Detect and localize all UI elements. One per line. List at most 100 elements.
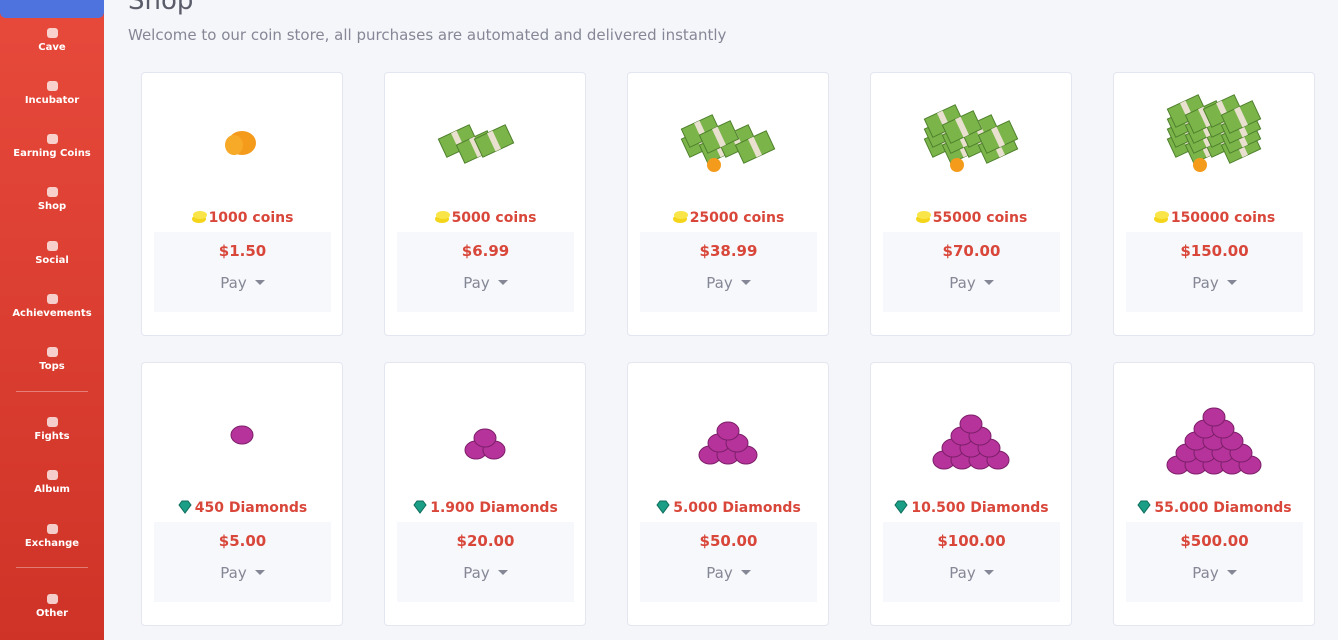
product-price: $1.50: [218, 242, 267, 260]
product-price: $20.00: [456, 532, 515, 550]
product-name: 55.000 Diamonds: [1114, 500, 1314, 516]
product-name: 25000 coins: [628, 210, 828, 226]
nav-icon: [46, 134, 58, 144]
nav-item[interactable]: Shop: [0, 187, 104, 212]
product-card: 25000 coins $38.99 Pay: [627, 72, 829, 336]
nav-item[interactable]: Earning Coins: [0, 134, 104, 159]
product-price: $150.00: [1180, 242, 1249, 260]
nav-label: Achievements: [12, 308, 92, 319]
product-image: [1166, 94, 1262, 172]
diamond-icon: [656, 500, 670, 514]
coin-icon: [434, 211, 450, 223]
admin-button[interactable]: Admin Panel: [0, 0, 104, 18]
product-image: [698, 421, 758, 465]
product-name-text: 450 Diamonds: [194, 500, 308, 516]
price-box: $100.00 Pay: [883, 522, 1060, 602]
nav-label: Album: [34, 484, 70, 495]
product-price: $100.00: [937, 532, 1006, 550]
pay-dropdown[interactable]: Pay: [883, 274, 1060, 292]
nav-item[interactable]: Fights: [0, 417, 104, 442]
product-name-text: 1.900 Diamonds: [430, 500, 558, 516]
pay-dropdown[interactable]: Pay: [883, 564, 1060, 582]
product-image: [464, 428, 506, 460]
coin-icon: [191, 211, 207, 223]
nav-item[interactable]: Incubator: [0, 81, 104, 106]
product-image: [230, 425, 254, 445]
product-image: [1166, 407, 1262, 475]
nav-item[interactable]: Other: [0, 594, 104, 619]
nav-label: Tops: [39, 361, 65, 372]
product-card: 150000 coins $150.00 Pay: [1113, 72, 1315, 336]
nav-icon: [46, 28, 58, 38]
nav-label: Social: [35, 255, 69, 266]
product-image: [923, 104, 1019, 172]
nav-item[interactable]: Album: [0, 470, 104, 495]
nav-item[interactable]: Exchange: [0, 524, 104, 549]
nav-item[interactable]: Achievements: [0, 294, 104, 319]
product-card: 55000 coins $70.00 Pay: [870, 72, 1072, 336]
pay-dropdown[interactable]: Pay: [154, 274, 331, 292]
pay-dropdown[interactable]: Pay: [640, 564, 817, 582]
product-card: 1000 coins $1.50 Pay: [141, 72, 343, 336]
product-price: $6.99: [461, 242, 510, 260]
product-card: 55.000 Diamonds $500.00 Pay: [1113, 362, 1315, 626]
coin-icon: [915, 211, 931, 223]
nav-icon: [46, 347, 58, 357]
product-card: 5000 coins $6.99 Pay: [384, 72, 586, 336]
nav-label: Incubator: [24, 95, 80, 106]
product-card: 450 Diamonds $5.00 Pay: [141, 362, 343, 626]
page-title: Shop: [128, 0, 194, 16]
product-name-text: 10.500 Diamonds: [911, 500, 1049, 516]
product-name: 1000 coins: [142, 210, 342, 226]
pay-dropdown[interactable]: Pay: [1126, 274, 1303, 292]
nav-item[interactable]: Cave: [0, 28, 104, 53]
price-box: $6.99 Pay: [397, 232, 574, 312]
product-price: $50.00: [699, 532, 758, 550]
nav-icon: [46, 470, 58, 480]
page-subtitle: Welcome to our coin store, all purchases…: [128, 26, 727, 44]
product-name-text: 5.000 Diamonds: [673, 500, 801, 516]
pay-dropdown[interactable]: Pay: [397, 564, 574, 582]
pay-dropdown[interactable]: Pay: [154, 564, 331, 582]
coin-icon: [672, 211, 688, 223]
product-image: [932, 414, 1010, 470]
pay-dropdown[interactable]: Pay: [397, 274, 574, 292]
product-name: 1.900 Diamonds: [385, 500, 585, 516]
divider: [16, 391, 88, 392]
product-name: 450 Diamonds: [142, 500, 342, 516]
nav-icon: [46, 594, 58, 604]
coin-icon: [1153, 211, 1169, 223]
nav-item[interactable]: Social: [0, 241, 104, 266]
diamond-icon: [1137, 500, 1151, 514]
nav-label: Exchange: [24, 538, 80, 549]
product-name: 5.000 Diamonds: [628, 500, 828, 516]
product-name: 55000 coins: [871, 210, 1071, 226]
nav-label: Cave: [38, 42, 66, 53]
pay-dropdown[interactable]: Pay: [640, 274, 817, 292]
price-box: $20.00 Pay: [397, 522, 574, 602]
product-name: 5000 coins: [385, 210, 585, 226]
product-name-text: 25000 coins: [689, 210, 785, 226]
product-image: [680, 114, 776, 172]
nav-icon: [46, 294, 58, 304]
sidebar: Admin Panel Cave Incubator Earning Coins Sh…: [0, 0, 104, 640]
product-name-text: 55000 coins: [932, 210, 1028, 226]
product-image: [437, 124, 515, 164]
product-price: $38.99: [699, 242, 758, 260]
price-box: $38.99 Pay: [640, 232, 817, 312]
nav-label: Shop: [37, 201, 67, 212]
product-card: 10.500 Diamonds $100.00 Pay: [870, 362, 1072, 626]
divider: [16, 567, 88, 568]
product-name-text: 150000 coins: [1170, 210, 1276, 226]
product-name: 150000 coins: [1114, 210, 1314, 226]
product-image: [225, 131, 256, 155]
price-box: $70.00 Pay: [883, 232, 1060, 312]
product-card: 1.900 Diamonds $20.00 Pay: [384, 362, 586, 626]
price-box: $5.00 Pay: [154, 522, 331, 602]
pay-dropdown[interactable]: Pay: [1126, 564, 1303, 582]
product-price: $500.00: [1180, 532, 1249, 550]
price-box: $150.00 Pay: [1126, 232, 1303, 312]
nav-item[interactable]: Tops: [0, 347, 104, 372]
nav-icon: [46, 241, 58, 251]
